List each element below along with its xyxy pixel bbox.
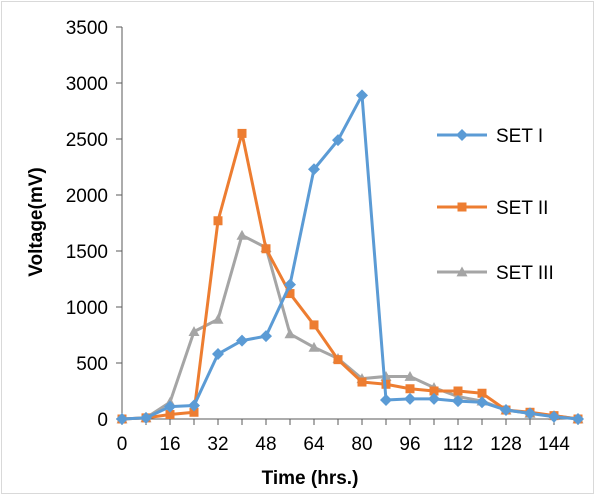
data-point [476,396,488,409]
data-point [333,355,343,365]
data-point [260,330,272,343]
legend-marker [457,202,467,212]
data-point [164,400,176,413]
x-tick-label: 80 [351,434,372,455]
data-point [477,388,487,398]
data-point [452,395,464,408]
y-tick-label: 500 [76,354,108,375]
legend-marker [456,266,468,277]
data-point [500,404,512,417]
y-tick-label: 1000 [66,298,108,319]
data-point [284,328,296,339]
y-tick-label: 3000 [66,74,108,95]
y-axis-title: Voltage(mV) [26,167,47,276]
x-tick-label: 0 [117,434,128,455]
data-point [213,216,223,226]
plot-area: 0 500 1000 1500 2000 2500 3000 3500 0 16 32 48 64 80 9… [66,18,584,455]
data-point [212,313,224,324]
x-tick-label: 128 [490,434,522,455]
data-point [524,407,536,420]
data-point [188,326,200,337]
data-point [453,386,463,396]
data-point [165,410,175,420]
data-point [309,320,319,330]
x-axis-title: Time (hrs.) [262,468,359,489]
data-point [380,393,392,406]
data-point [261,244,271,254]
x-tick-label: 64 [303,434,325,455]
data-point [140,411,152,424]
data-point [212,348,224,361]
data-point [404,370,416,381]
data-point [308,341,320,352]
x-tick-label: 112 [443,434,473,455]
series-set-iii [116,229,584,424]
x-tick-label: 16 [159,434,180,455]
data-point [308,163,320,176]
legend-label: SET III [496,263,554,284]
legend-item-set-ii: SET II [437,198,548,219]
data-point [404,392,416,405]
data-point [237,128,247,138]
data-point [428,392,440,405]
x-tick-label: 32 [207,434,228,455]
data-point [189,407,199,417]
legend: SET I SET II SET III [437,126,554,284]
data-point [116,413,128,425]
x-tick-label: 96 [399,434,420,455]
data-point [332,134,344,147]
x-tick-label: 144 [538,434,570,455]
data-point [405,384,415,394]
y-tick-label: 3500 [66,18,108,39]
y-tick-label: 1500 [66,242,108,263]
data-point [572,413,584,425]
legend-label: SET II [496,198,548,219]
y-tick-label: 0 [97,410,108,431]
data-point [236,229,248,240]
data-point [284,278,296,291]
legend-label: SET I [496,126,543,147]
legend-item-set-i: SET I [437,126,543,147]
x-tick-label: 48 [255,434,276,455]
data-point [357,377,367,387]
data-point [548,410,560,423]
data-point [285,289,295,299]
data-point [188,399,200,412]
data-point [236,334,248,347]
y-tick-label: 2500 [66,130,108,151]
legend-marker [456,129,468,141]
y-tick-label: 2000 [66,186,108,207]
data-point [356,89,368,102]
series-set-i [116,89,584,425]
data-point [429,386,439,396]
legend-item-set-iii: SET III [437,263,554,284]
